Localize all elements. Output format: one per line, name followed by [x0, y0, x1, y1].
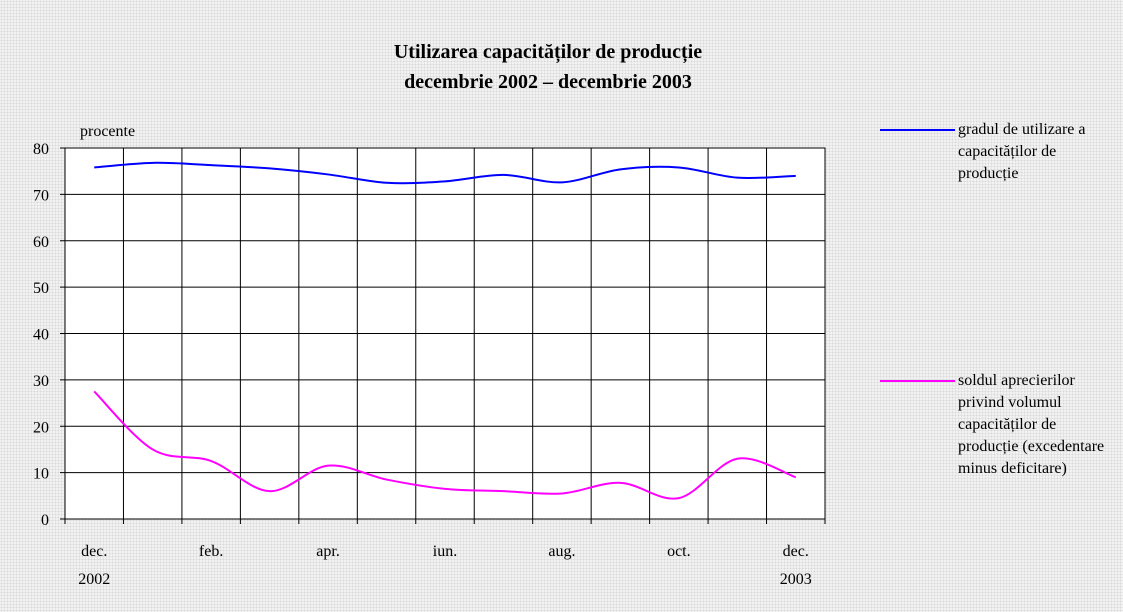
legend-label: gradul de utilizare a capacităților de p… [958, 121, 1086, 182]
y-tick-label: 80 [33, 141, 49, 158]
y-tick-label: 20 [33, 419, 49, 436]
y-tick-label: 40 [33, 327, 49, 344]
series-line [93, 390, 797, 500]
y-tick-label: 50 [33, 280, 49, 297]
y-tick-label: 60 [33, 234, 49, 251]
chart-subtitle: decembrie 2002 – decembrie 2003 [404, 71, 692, 93]
x-year-label: 2002 [78, 571, 110, 588]
x-tick-label: oct. [667, 543, 691, 560]
x-tick-label: feb. [199, 543, 223, 560]
y-tick-label: 10 [33, 466, 49, 483]
y-tick-label: 30 [33, 373, 49, 390]
chart-title: Utilizarea capacităților de producție [394, 41, 702, 64]
y-tick-label: 70 [33, 187, 49, 204]
x-tick-label: dec. [81, 543, 107, 560]
y-axis-label: procente [80, 123, 135, 140]
x-tick-label: aug. [548, 543, 575, 560]
series-line [94, 161, 796, 185]
x-tick-label: dec. [783, 543, 809, 560]
x-year-label: 2003 [780, 571, 812, 588]
y-tick-label: 0 [41, 512, 49, 529]
plot-border [64, 147, 826, 520]
x-tick-label: apr. [316, 543, 340, 560]
legend-label: soldul aprecierilor privind volumul capa… [958, 372, 1105, 477]
x-tick-label: iun. [433, 543, 457, 560]
